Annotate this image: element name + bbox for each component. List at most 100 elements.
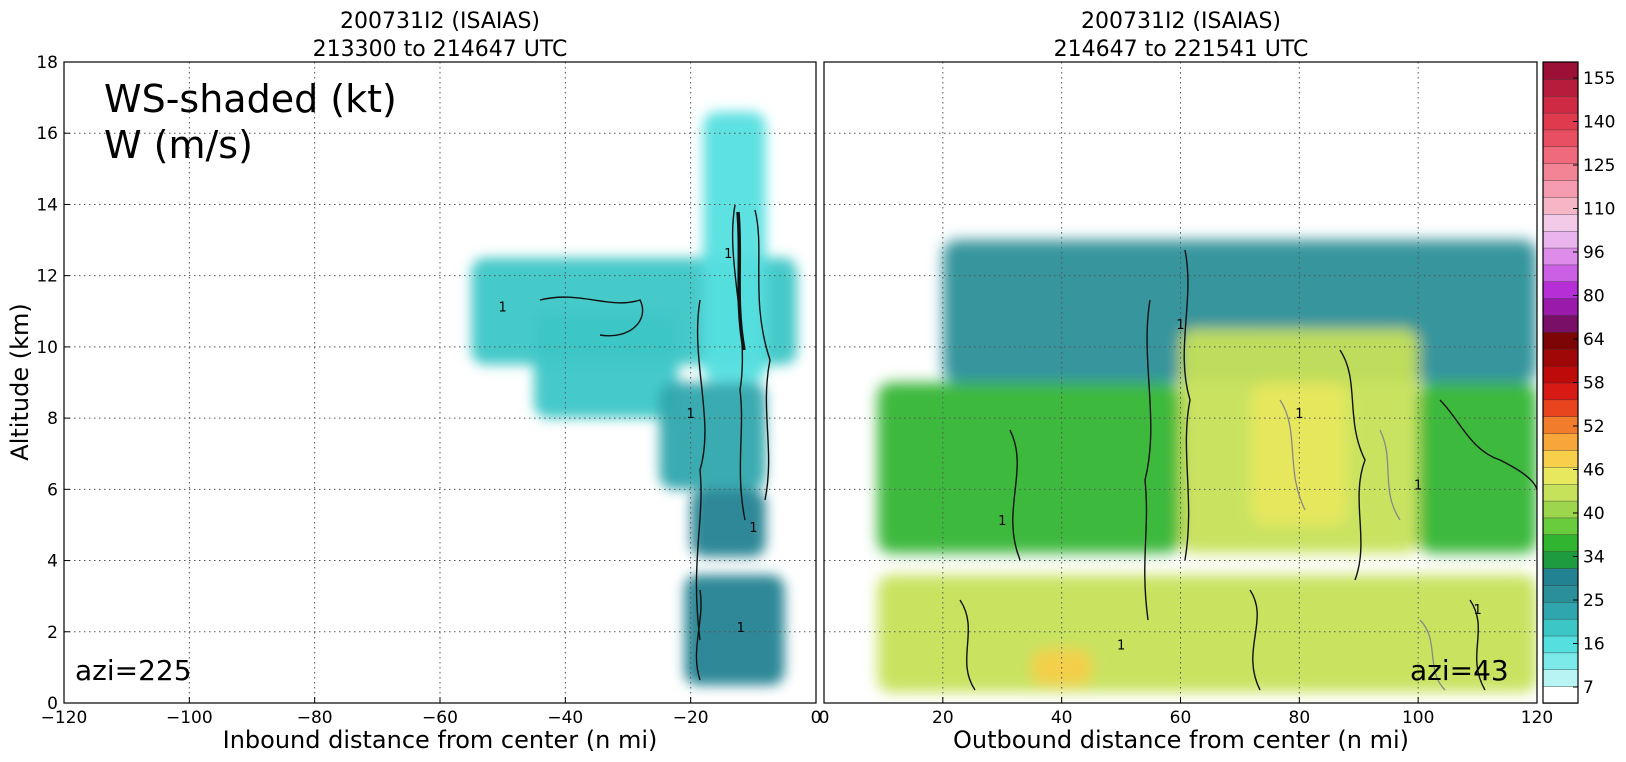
right-plot-area: 1 1 1 1 1 1 [824, 62, 1537, 703]
w-contour-line-thick [736, 211, 746, 351]
colorbar-tick-label: 64 [1583, 330, 1605, 350]
colorbar-swatch [1542, 331, 1579, 350]
left-plot-area: 1 1 1 1 1 [64, 62, 816, 703]
left-title-line1: 200731I2 (ISAIAS) [340, 9, 540, 34]
colorbar-swatch [1542, 567, 1579, 586]
colorbar-swatch [1542, 652, 1579, 670]
contour-label: 1 [687, 407, 695, 422]
colorbar-swatch [1542, 399, 1579, 417]
right-x-axis-label: Outbound distance from center (n mi) [953, 726, 1409, 754]
w-contour-line [959, 599, 976, 691]
x-tick-label: −100 [166, 708, 213, 728]
colorbar-swatch [1542, 297, 1579, 316]
contour-label: 1 [1414, 478, 1422, 493]
colorbar-swatch [1542, 264, 1579, 282]
x-tick-label: 60 [1170, 708, 1192, 728]
x-tick-label: −20 [673, 708, 709, 728]
contour-label: 1 [1176, 318, 1184, 333]
right-contour-labels: 1 1 1 1 1 1 [998, 318, 1482, 653]
colorbar-tick-label: 34 [1583, 548, 1605, 568]
right-panel: 200731I2 (ISAIAS) 214647 to 221541 UTC 1… [819, 9, 1554, 754]
y-tick-label: 16 [36, 124, 58, 144]
colorbar-tick-label: 25 [1583, 591, 1605, 611]
left-contour-labels: 1 1 1 1 1 [499, 247, 758, 636]
colorbar-swatch [1542, 179, 1579, 198]
colorbar-tick-label: 110 [1583, 200, 1615, 220]
colorbar-swatch [1542, 517, 1579, 536]
left-y-axis-label: Altitude (km) [6, 303, 34, 460]
colorbar-swatch [1542, 601, 1579, 620]
colorbar-swatch [1542, 61, 1579, 80]
left-gridlines [64, 62, 816, 703]
y-tick-label: 14 [36, 195, 58, 215]
x-tick-label: −60 [422, 708, 458, 728]
w-negative-contour-line [1419, 619, 1446, 691]
colorbar-swatch [1542, 432, 1579, 451]
contour-label: 1 [1295, 407, 1303, 422]
w-contour-line [1144, 299, 1152, 621]
y-tick-label: 8 [47, 409, 58, 429]
colorbar-swatch [1542, 112, 1579, 131]
wind-speed-region [684, 574, 785, 686]
w-negative-contour-line [1279, 399, 1306, 511]
x-tick-label: 0 [819, 708, 830, 728]
colorbar-tick-label: 58 [1583, 374, 1605, 394]
colorbar-tick-label: 16 [1583, 635, 1605, 655]
contour-label: 1 [1117, 639, 1125, 654]
right-title-line2: 214647 to 221541 UTC [1054, 37, 1309, 62]
left-x-axis-label: Inbound distance from center (n mi) [223, 726, 658, 754]
contour-label: 1 [499, 300, 507, 315]
colorbar-swatch [1542, 466, 1579, 485]
y-tick-label: 10 [36, 338, 58, 358]
wind-speed-region [690, 489, 766, 557]
colorbar-swatch [1542, 95, 1579, 114]
x-tick-label: 0 [811, 708, 822, 728]
y-tick-label: 2 [47, 623, 58, 643]
x-tick-label: −40 [547, 708, 583, 728]
colorbar-swatch [1542, 213, 1579, 232]
left-panel: 200731I2 (ISAIAS) 213300 to 214647 UTC 1… [6, 9, 821, 754]
colorbar-tick-label: 40 [1583, 504, 1605, 524]
wind-speed-region [1418, 382, 1537, 554]
colorbar-swatch [1542, 230, 1579, 249]
left-shaded-regions [471, 111, 798, 686]
colorbar-swatch [1542, 348, 1579, 367]
contour-label: 1 [749, 521, 757, 536]
colorbar-swatches [1542, 61, 1579, 704]
w-contour-line [695, 299, 706, 641]
colorbar-swatch [1542, 584, 1579, 603]
w-contour-line [731, 204, 746, 521]
left-annotation-line2: W (m/s) [104, 123, 253, 167]
colorbar-tick-labels: 155 140 125 110 96 80 64 58 52 46 40 34 25 16 7 [1573, 69, 1615, 698]
x-tick-label: 20 [932, 708, 954, 728]
w-negative-contour-line [1379, 429, 1401, 521]
colorbar-swatch [1542, 449, 1579, 468]
w-contour-line [1183, 249, 1191, 561]
colorbar-swatch [1542, 500, 1579, 519]
w-contour-line [539, 296, 644, 337]
colorbar-swatch [1542, 196, 1579, 215]
colorbar-swatch [1542, 685, 1579, 704]
wind-speed-region [534, 311, 679, 419]
x-tick-label: 80 [1289, 708, 1311, 728]
right-gray-contours [1279, 399, 1446, 691]
colorbar-tick-label: 140 [1583, 113, 1615, 133]
colorbar-swatch [1542, 483, 1579, 502]
x-tick-label: 120 [1521, 708, 1553, 728]
colorbar-swatch [1542, 534, 1579, 552]
w-contour-line [1439, 399, 1537, 491]
x-tick-label: −120 [41, 708, 88, 728]
colorbar-swatch [1542, 146, 1579, 164]
colorbar-tick-label: 125 [1583, 156, 1615, 176]
right-title-line1: 200731I2 (ISAIAS) [1081, 9, 1281, 34]
left-x-ticks: −120 −100 −80 −60 −40 −20 0 [41, 697, 822, 728]
wind-speed-region [703, 111, 766, 383]
colorbar-swatch [1542, 247, 1579, 266]
x-tick-label: −80 [297, 708, 333, 728]
w-contour-line [1339, 349, 1366, 581]
w-contour-line [754, 209, 771, 501]
contour-label: 1 [1473, 603, 1481, 618]
w-contour-line [695, 589, 702, 681]
left-contours [539, 204, 771, 681]
